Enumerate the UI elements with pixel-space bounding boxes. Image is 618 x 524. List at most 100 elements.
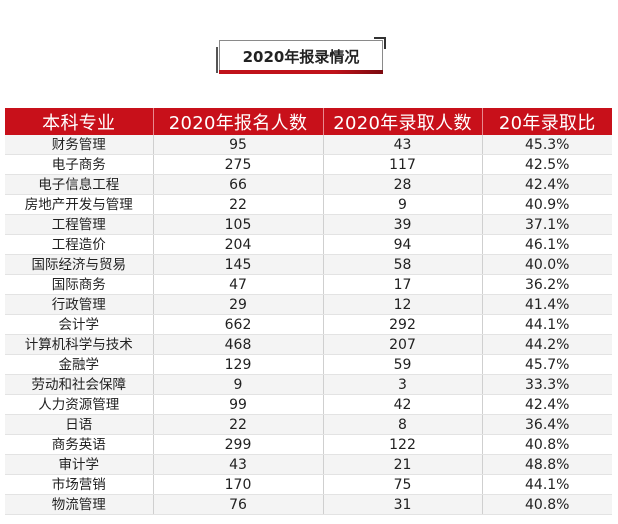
cell-ratio: 45.7% — [482, 354, 612, 375]
cell-major: 电子信息工程 — [5, 174, 154, 195]
cell-ratio: 44.2% — [482, 334, 612, 355]
cell-ratio: 36.2% — [482, 274, 612, 295]
cell-applicants: 22 — [153, 194, 324, 215]
table-row: 计算机科学与技术 468 207 44.2% — [5, 334, 612, 355]
cell-ratio: 44.1% — [482, 474, 612, 495]
table-row: 电子商务 275 117 42.5% — [5, 154, 612, 175]
cell-applicants: 275 — [153, 154, 324, 175]
cell-ratio: 45.3% — [482, 135, 612, 155]
cell-major: 房地产开发与管理 — [5, 194, 154, 215]
cell-major: 计算机科学与技术 — [5, 334, 154, 355]
cell-major: 行政管理 — [5, 294, 154, 315]
cell-admitted: 122 — [323, 434, 483, 455]
cell-applicants: 76 — [153, 494, 324, 515]
table-header-row: 本科专业 2020年报名人数 2020年录取人数 20年录取比 — [5, 108, 612, 135]
cell-applicants: 170 — [153, 474, 324, 495]
cell-admitted: 42 — [323, 394, 483, 415]
cell-major: 人力资源管理 — [5, 394, 154, 415]
cell-ratio: 40.8% — [482, 434, 612, 455]
cell-applicants: 66 — [153, 174, 324, 195]
table-row: 市场营销 170 75 44.1% — [5, 474, 612, 495]
cell-major: 市场营销 — [5, 474, 154, 495]
cell-major: 电子商务 — [5, 154, 154, 175]
cell-applicants: 299 — [153, 434, 324, 455]
table-row: 日语 22 8 36.4% — [5, 414, 612, 435]
cell-ratio: 40.9% — [482, 194, 612, 215]
cell-major: 工程管理 — [5, 214, 154, 235]
cell-major: 工程造价 — [5, 234, 154, 255]
section-title: 2020年报录情况 — [216, 37, 386, 73]
cell-admitted: 43 — [323, 135, 483, 155]
cell-major: 国际商务 — [5, 274, 154, 295]
cell-applicants: 99 — [153, 394, 324, 415]
table-row: 行政管理 29 12 41.4% — [5, 294, 612, 315]
cell-admitted: 292 — [323, 314, 483, 335]
cell-major: 会计学 — [5, 314, 154, 335]
cell-major: 财务管理 — [5, 135, 154, 155]
cell-ratio: 36.4% — [482, 414, 612, 435]
cell-applicants: 29 — [153, 294, 324, 315]
cell-major: 商务英语 — [5, 434, 154, 455]
cell-applicants: 22 — [153, 414, 324, 435]
table-row: 物流管理 76 31 40.8% — [5, 494, 612, 515]
cell-admitted: 9 — [323, 194, 483, 215]
cell-admitted: 28 — [323, 174, 483, 195]
table-row: 工程造价 204 94 46.1% — [5, 234, 612, 255]
admission-table: 本科专业 2020年报名人数 2020年录取人数 20年录取比 财务管理 95 43… — [5, 108, 612, 515]
cell-applicants: 43 — [153, 454, 324, 475]
table-row: 劳动和社会保障 9 3 33.3% — [5, 374, 612, 395]
cell-admitted: 59 — [323, 354, 483, 375]
cell-admitted: 39 — [323, 214, 483, 235]
cell-ratio: 46.1% — [482, 234, 612, 255]
cell-ratio: 37.1% — [482, 214, 612, 235]
cell-major: 国际经济与贸易 — [5, 254, 154, 275]
header-major: 本科专业 — [5, 108, 154, 135]
cell-admitted: 8 — [323, 414, 483, 435]
table-row: 国际经济与贸易 145 58 40.0% — [5, 254, 612, 275]
cell-admitted: 21 — [323, 454, 483, 475]
cell-ratio: 44.1% — [482, 314, 612, 335]
table-row: 财务管理 95 43 45.3% — [5, 135, 612, 155]
cell-major: 日语 — [5, 414, 154, 435]
cell-applicants: 145 — [153, 254, 324, 275]
cell-admitted: 17 — [323, 274, 483, 295]
cell-admitted: 3 — [323, 374, 483, 395]
section-title-box: 2020年报录情况 — [216, 37, 386, 74]
table-row: 工程管理 105 39 37.1% — [5, 214, 612, 235]
cell-applicants: 95 — [153, 135, 324, 155]
cell-ratio: 40.8% — [482, 494, 612, 515]
cell-applicants: 204 — [153, 234, 324, 255]
cell-admitted: 94 — [323, 234, 483, 255]
cell-admitted: 117 — [323, 154, 483, 175]
cell-applicants: 129 — [153, 354, 324, 375]
table-row: 电子信息工程 66 28 42.4% — [5, 174, 612, 195]
cell-applicants: 47 — [153, 274, 324, 295]
header-applicants: 2020年报名人数 — [153, 108, 324, 135]
header-ratio: 20年录取比 — [482, 108, 612, 135]
title-underline — [219, 70, 383, 74]
cell-major: 物流管理 — [5, 494, 154, 515]
table-body: 财务管理 95 43 45.3% 电子商务 275 117 42.5% 电子信息工程 66 28 42… — [5, 135, 612, 515]
cell-admitted: 31 — [323, 494, 483, 515]
cell-admitted: 58 — [323, 254, 483, 275]
cell-admitted: 75 — [323, 474, 483, 495]
table-row: 商务英语 299 122 40.8% — [5, 434, 612, 455]
table-row: 人力资源管理 99 42 42.4% — [5, 394, 612, 415]
cell-major: 金融学 — [5, 354, 154, 375]
cell-major: 劳动和社会保障 — [5, 374, 154, 395]
cell-ratio: 42.4% — [482, 174, 612, 195]
table-row: 金融学 129 59 45.7% — [5, 354, 612, 375]
cell-ratio: 33.3% — [482, 374, 612, 395]
cell-applicants: 468 — [153, 334, 324, 355]
table-row: 国际商务 47 17 36.2% — [5, 274, 612, 295]
cell-ratio: 48.8% — [482, 454, 612, 475]
header-admitted: 2020年录取人数 — [323, 108, 483, 135]
table-row: 房地产开发与管理 22 9 40.9% — [5, 194, 612, 215]
cell-ratio: 42.4% — [482, 394, 612, 415]
cell-major: 审计学 — [5, 454, 154, 475]
cell-admitted: 12 — [323, 294, 483, 315]
cell-ratio: 42.5% — [482, 154, 612, 175]
cell-applicants: 662 — [153, 314, 324, 335]
cell-ratio: 41.4% — [482, 294, 612, 315]
cell-admitted: 207 — [323, 334, 483, 355]
